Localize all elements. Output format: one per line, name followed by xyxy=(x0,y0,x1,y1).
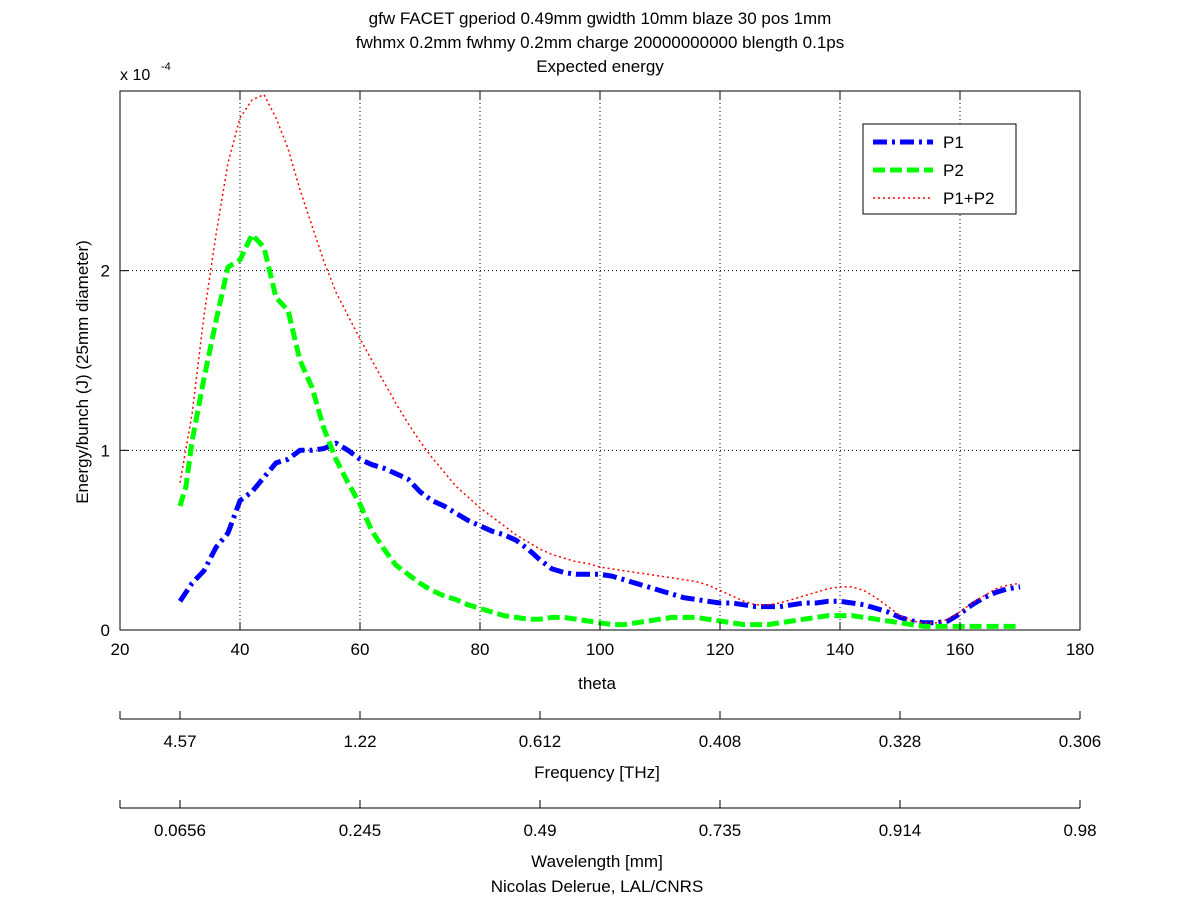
wavelength-axis-label: Wavelength [mm] xyxy=(531,852,663,871)
frequency-tick-label: 0.306 xyxy=(1059,732,1102,751)
x-tick-label: 80 xyxy=(471,640,490,659)
frequency-tick-label: 4.57 xyxy=(163,732,196,751)
wavelength-tick-label: 0.735 xyxy=(699,821,742,840)
legend-label-p1-p2: P1+P2 xyxy=(943,189,995,208)
y-tick-label: 1 xyxy=(101,441,110,460)
y-tick-label: 2 xyxy=(101,262,110,281)
x-tick-label: 20 xyxy=(111,640,130,659)
frequency-tick-label: 0.328 xyxy=(879,732,922,751)
grid-lines xyxy=(120,91,1080,630)
x-tick-label: 40 xyxy=(231,640,250,659)
legend-label-p1: P1 xyxy=(943,133,964,152)
chart-title-line-3: Expected energy xyxy=(536,57,664,76)
wavelength-tick-label: 0.0656 xyxy=(154,821,206,840)
author-credit: Nicolas Delerue, LAL/CNRS xyxy=(491,877,704,896)
legend-box xyxy=(862,123,1017,215)
y-multiplier-exponent: -4 xyxy=(161,61,171,73)
wavelength-tick-label: 0.49 xyxy=(523,821,556,840)
wavelength-axis: 0.0656 0.245 0.49 0.735 0.914 0.98 xyxy=(119,800,1097,840)
series-line-p1-p2 xyxy=(179,93,1021,624)
series-lines xyxy=(177,93,1021,629)
x-tick-label: 180 xyxy=(1066,640,1094,659)
wavelength-tick-label: 0.98 xyxy=(1063,821,1096,840)
series-line-p2 xyxy=(177,232,1020,629)
frequency-tick-label: 1.22 xyxy=(343,732,376,751)
x-tick-label: 100 xyxy=(586,640,614,659)
x-tick-label: 60 xyxy=(351,640,370,659)
x-axis-label: theta xyxy=(578,674,616,693)
wavelength-tick-label: 0.245 xyxy=(339,821,382,840)
legend-label-p2: P2 xyxy=(943,161,964,180)
series-line-p1 xyxy=(177,440,1021,626)
x-tick-label: 140 xyxy=(826,640,854,659)
y-multiplier-label: x 10 xyxy=(120,67,150,84)
x-tick-label: 160 xyxy=(946,640,974,659)
wavelength-tick-label: 0.914 xyxy=(879,821,922,840)
y-axis-label: Energy/bunch (J) (25mm diameter) xyxy=(73,240,92,504)
axis-ticks: 20 40 60 80 100 120 140 160 180 0 1 2 xyxy=(101,91,1094,659)
frequency-axis-label: Frequency [THz] xyxy=(534,763,660,782)
frequency-axis: 4.57 1.22 0.612 0.408 0.328 0.306 xyxy=(119,711,1102,751)
chart-title-line-2: fwhmx 0.2mm fwhmy 0.2mm charge 200000000… xyxy=(356,33,845,52)
frequency-tick-label: 0.612 xyxy=(519,732,562,751)
y-tick-label: 0 xyxy=(101,621,110,640)
chart-title-line-1: gfw FACET gperiod 0.49mm gwidth 10mm bla… xyxy=(369,9,832,28)
x-tick-label: 120 xyxy=(706,640,734,659)
legend: P1 P2 P1+P2 xyxy=(862,123,1017,215)
frequency-tick-label: 0.408 xyxy=(699,732,742,751)
